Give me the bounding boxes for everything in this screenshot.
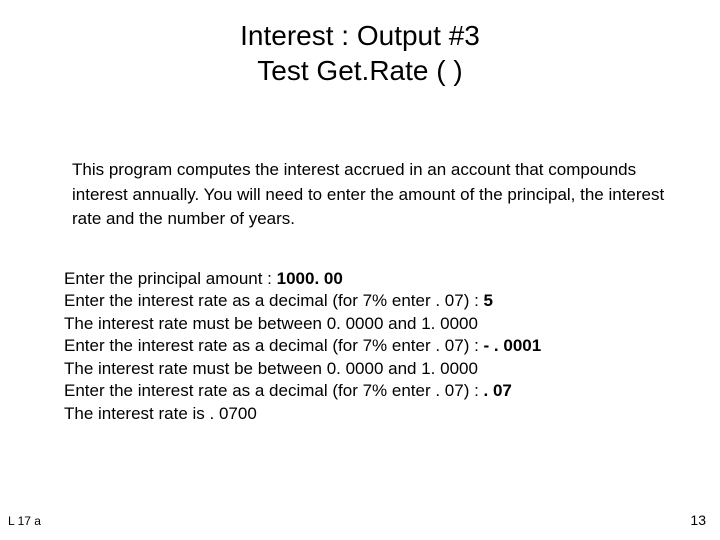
title-line-1: Interest : Output #3 <box>240 20 480 51</box>
output-input: . 07 <box>484 381 512 400</box>
output-text: The interest rate must be between 0. 000… <box>64 359 478 378</box>
output-line: Enter the interest rate as a decimal (fo… <box>64 335 674 357</box>
output-line: The interest rate must be between 0. 000… <box>64 358 674 380</box>
output-input: - . 0001 <box>484 336 542 355</box>
output-text: The interest rate must be between 0. 000… <box>64 314 478 333</box>
output-line: Enter the interest rate as a decimal (fo… <box>64 290 674 312</box>
footer-label: L 17 a <box>8 514 41 528</box>
output-text: The interest rate is . 0700 <box>64 404 257 423</box>
page-number: 13 <box>690 512 706 528</box>
output-line: Enter the interest rate as a decimal (fo… <box>64 380 674 402</box>
program-output: Enter the principal amount : 1000. 00 En… <box>64 268 674 425</box>
output-input: 1000. 00 <box>277 269 343 288</box>
output-text: Enter the interest rate as a decimal (fo… <box>64 381 484 400</box>
output-text: Enter the principal amount : <box>64 269 277 288</box>
output-input: 5 <box>484 291 493 310</box>
slide-title: Interest : Output #3 Test Get.Rate ( ) <box>0 18 720 88</box>
output-line: Enter the principal amount : 1000. 00 <box>64 268 674 290</box>
output-text: Enter the interest rate as a decimal (fo… <box>64 336 484 355</box>
output-line: The interest rate must be between 0. 000… <box>64 313 674 335</box>
output-line: The interest rate is . 0700 <box>64 403 674 425</box>
title-line-2: Test Get.Rate ( ) <box>257 55 462 86</box>
output-text: Enter the interest rate as a decimal (fo… <box>64 291 484 310</box>
slide: Interest : Output #3 Test Get.Rate ( ) T… <box>0 0 720 540</box>
intro-paragraph: This program computes the interest accru… <box>72 158 672 232</box>
